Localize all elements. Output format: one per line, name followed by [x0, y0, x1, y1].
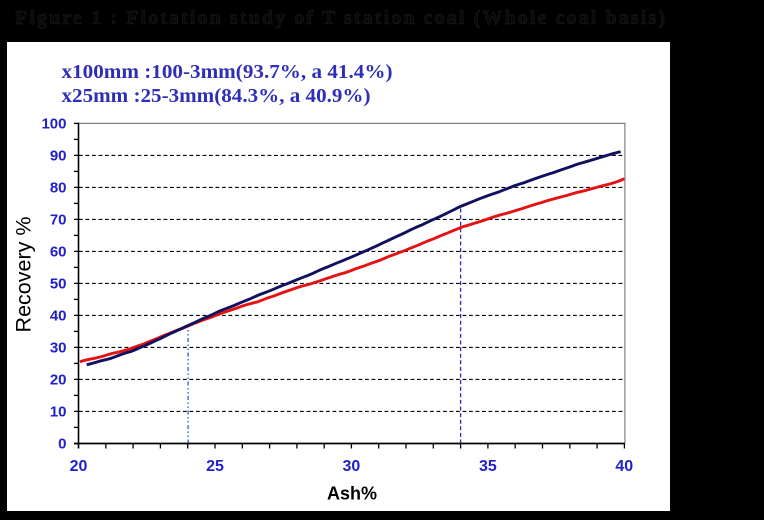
svg-text:40: 40 [615, 458, 633, 475]
svg-text:70: 70 [50, 212, 67, 229]
svg-text:x25mm :25-3mm(84.3%, a 40.9%): x25mm :25-3mm(84.3%, a 40.9%) [62, 86, 371, 107]
svg-text:20: 20 [70, 458, 88, 475]
svg-text:90: 90 [50, 148, 67, 165]
svg-text:100: 100 [41, 116, 66, 133]
svg-text:0: 0 [58, 436, 66, 453]
svg-text:60: 60 [50, 244, 67, 261]
svg-text:30: 30 [343, 458, 361, 475]
svg-text:Recovery %: Recovery % [12, 217, 36, 333]
svg-text:20: 20 [50, 372, 67, 389]
svg-text:x100mm :100-3mm(93.7%, a 41.4%: x100mm :100-3mm(93.7%, a 41.4%) [62, 62, 393, 83]
svg-text:40: 40 [50, 308, 67, 325]
svg-text:50: 50 [50, 276, 67, 293]
svg-text:25: 25 [206, 458, 224, 475]
svg-text:30: 30 [50, 340, 67, 357]
svg-text:35: 35 [479, 458, 497, 475]
svg-text:Figure 1 : Flotation study of: Figure 1 : Flotation study of T station … [15, 7, 665, 29]
svg-text:80: 80 [50, 180, 67, 197]
svg-text:10: 10 [50, 404, 67, 421]
svg-text:Ash%: Ash% [327, 484, 377, 504]
